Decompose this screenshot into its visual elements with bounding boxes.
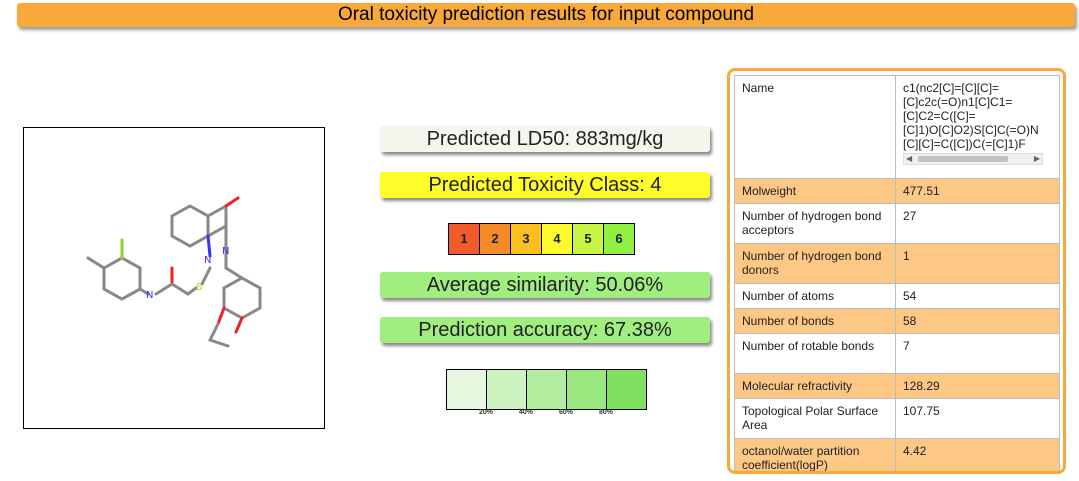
table-row: Number of bonds 58 [734,308,1060,334]
property-label: Number of bonds [734,308,896,334]
table-row: Topological Polar Surface Area 107.75 [734,398,1060,439]
property-value: 7 [895,333,1060,374]
scroll-left-icon[interactable]: ◀ [906,154,913,163]
property-value: c1(nc2[C]=[C][C]= [C]c2c(=O)n1[C]C1= [C]… [895,75,1060,179]
similarity-cell [487,370,527,409]
property-label: Molecular refractivity [734,373,896,399]
horizontal-scrollbar[interactable]: ◀ ▶ [903,153,1043,165]
tick-label: 20% [478,409,494,416]
class-cell-6: 6 [604,224,634,254]
property-value: 477.51 [895,178,1060,204]
table-row: Number of hydrogen bond acceptors 27 [734,203,1060,244]
tick-label: 60% [558,409,574,416]
class-cell-1: 1 [449,224,480,254]
property-label: Name [734,75,896,179]
similarity-cell [447,370,487,409]
class-cell-3: 3 [511,224,542,254]
similarity-cell [607,370,646,409]
similarity-scale-ticks: 20% 40% 60% 80% [446,409,646,419]
toxicity-class-scale: 1 2 3 4 5 6 [448,223,635,255]
tick-label: 80% [598,409,614,416]
smiles-text[interactable]: c1(nc2[C]=[C][C]= [C]c2c(=O)n1[C]C1= [C]… [903,81,1039,151]
property-label: Topological Polar Surface Area [734,398,896,439]
property-label: Number of atoms [734,283,896,309]
compound-properties-panel: Name c1(nc2[C]=[C][C]= [C]c2c(=O)n1[C]C1… [727,68,1066,474]
property-label: Number of rotable bonds [734,333,896,374]
property-value: 128.29 [895,373,1060,399]
property-label: Number of hydrogen bond acceptors [734,203,896,244]
property-label: Molweight [734,178,896,204]
property-value: 107.75 [895,398,1060,439]
scroll-right-icon[interactable]: ▶ [1033,154,1040,163]
average-similarity-label: Average similarity: 50.06% [380,272,710,298]
similarity-cell [567,370,607,409]
svg-text:N: N [204,255,211,266]
properties-table: Name c1(nc2[C]=[C][C]= [C]c2c(=O)n1[C]C1… [734,75,1060,471]
class-cell-4: 4 [542,224,573,254]
table-row: Molweight 477.51 [734,178,1060,204]
table-row: octanol/water partition coefficient(logP… [734,438,1060,471]
page-title: Oral toxicity prediction results for inp… [17,3,1075,27]
property-value: 27 [895,203,1060,244]
table-row: Molecular refractivity 128.29 [734,373,1060,399]
molecule-structure-image: N S N N [23,127,325,429]
prediction-accuracy-label: Prediction accuracy: 67.38% [380,317,710,343]
similarity-cell [527,370,567,409]
class-cell-2: 2 [480,224,511,254]
property-label: octanol/water partition coefficient(logP… [734,438,896,471]
predicted-ld50-label: Predicted LD50: 883mg/kg [380,126,710,152]
class-cell-5: 5 [573,224,604,254]
tick-label: 40% [518,409,534,416]
table-row: Number of hydrogen bond donors 1 [734,243,1060,284]
property-value: 4.42 [895,438,1060,471]
svg-text:N: N [146,290,153,301]
table-row: Number of atoms 54 [734,283,1060,309]
property-value: 54 [895,283,1060,309]
similarity-scale [446,369,647,410]
property-label: Number of hydrogen bond donors [734,243,896,284]
svg-text:N: N [222,246,229,257]
table-row: Number of rotable bonds 7 [734,333,1060,374]
svg-text:S: S [196,282,202,293]
table-row: Name c1(nc2[C]=[C][C]= [C]c2c(=O)n1[C]C1… [734,75,1060,179]
molecule-structure-drawing: N S N N [86,196,262,348]
scrollbar-thumb[interactable] [918,156,1008,162]
predicted-toxicity-class-label: Predicted Toxicity Class: 4 [380,172,710,198]
property-value: 58 [895,308,1060,334]
property-value: 1 [895,243,1060,284]
